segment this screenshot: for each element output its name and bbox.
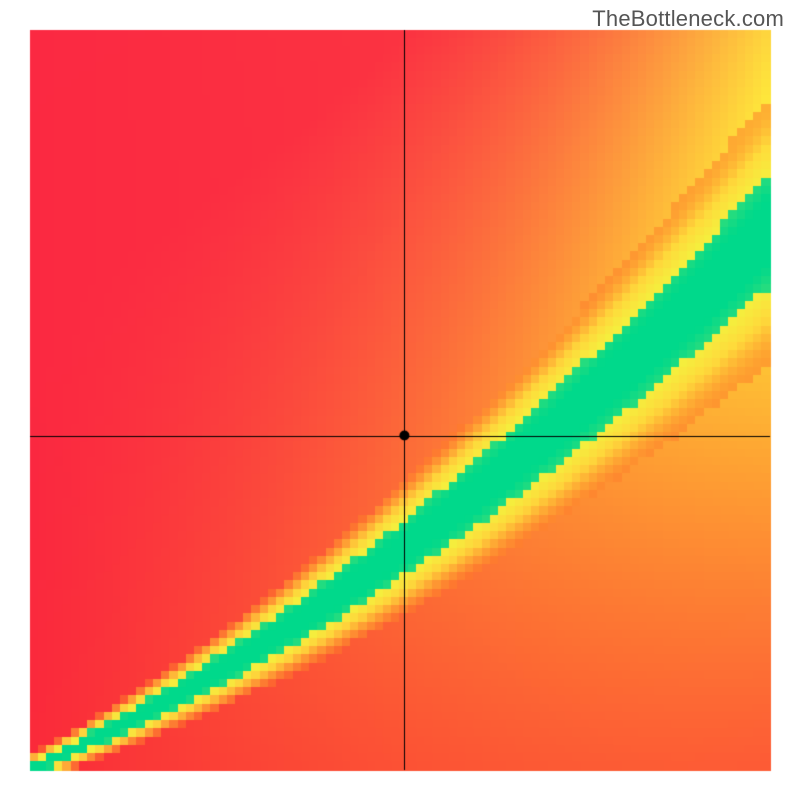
watermark-text: TheBottleneck.com: [592, 6, 784, 32]
chart-container: TheBottleneck.com: [0, 0, 800, 800]
heatmap-canvas: [0, 0, 800, 800]
